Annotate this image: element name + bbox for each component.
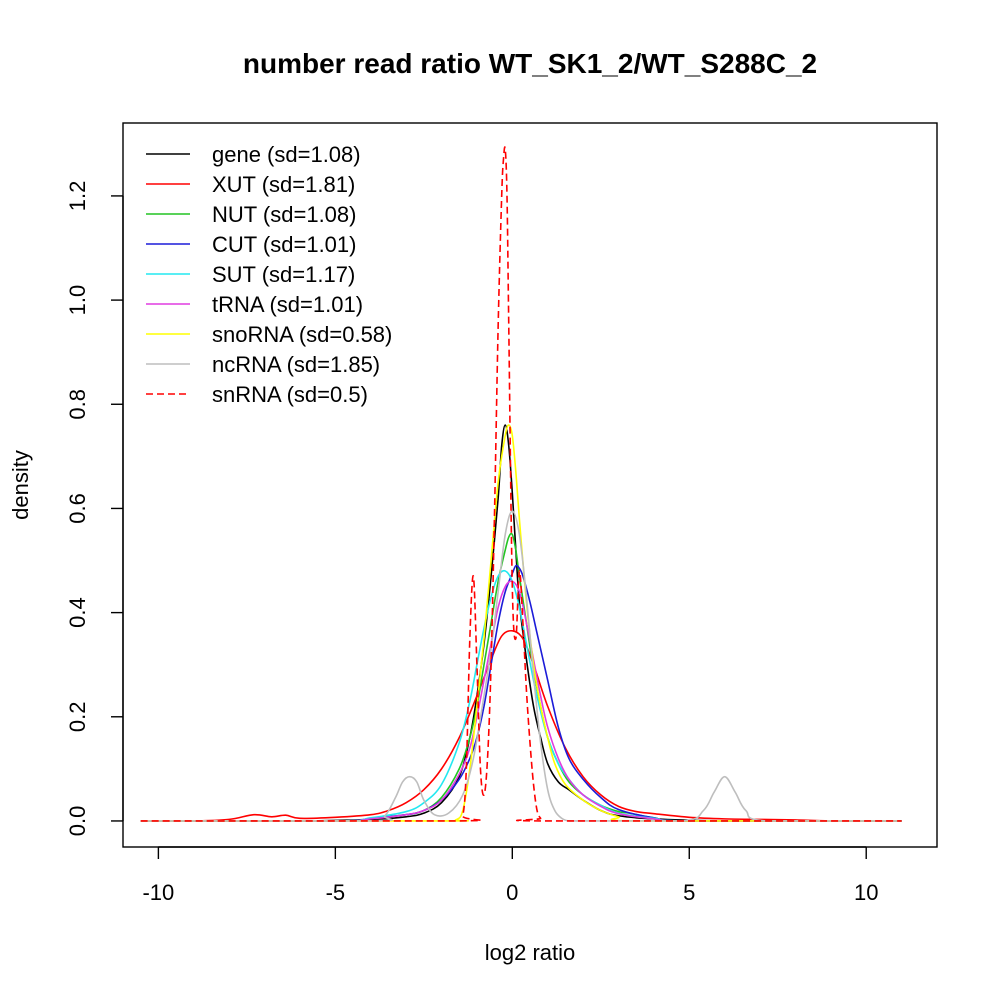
series-line-4	[140, 569, 902, 822]
legend-label: CUT (sd=1.01)	[212, 232, 356, 257]
legend-label: XUT (sd=1.81)	[212, 172, 355, 197]
chart-title: number read ratio WT_SK1_2/WT_S288C_2	[243, 48, 817, 79]
x-axis: -10 -5 0 5 10	[142, 846, 878, 905]
y-tick-label: 0.6	[65, 493, 90, 524]
series-line-1	[140, 629, 902, 822]
x-axis-label: log2 ratio	[485, 940, 576, 965]
series-line-0	[140, 424, 902, 822]
legend-label: snRNA (sd=0.5)	[212, 382, 368, 407]
series-layer	[140, 146, 902, 822]
x-tick-label: 10	[854, 880, 878, 905]
legend-label: tRNA (sd=1.01)	[212, 292, 363, 317]
x-tick-label: 0	[506, 880, 518, 905]
legend: gene (sd=1.08) XUT (sd=1.81) NUT (sd=1.08)…	[146, 142, 392, 407]
x-tick-label: 5	[683, 880, 695, 905]
legend-label: SUT (sd=1.17)	[212, 262, 355, 287]
y-tick-label: 1.2	[65, 181, 90, 212]
y-axis: 0.0 0.2 0.4 0.6 0.8 1.0 1.2	[65, 181, 124, 837]
x-tick-label: -5	[326, 880, 346, 905]
legend-label: ncRNA (sd=1.85)	[212, 352, 380, 377]
series-line-7	[140, 510, 902, 822]
y-tick-label: 0.2	[65, 701, 90, 732]
legend-label: snoRNA (sd=0.58)	[212, 322, 392, 347]
y-tick-label: 0.0	[65, 806, 90, 837]
y-tick-label: 1.0	[65, 285, 90, 316]
y-axis-label: density	[8, 450, 33, 520]
legend-label: NUT (sd=1.08)	[212, 202, 356, 227]
legend-label: gene (sd=1.08)	[212, 142, 361, 167]
x-tick-label: -10	[142, 880, 174, 905]
series-line-8	[140, 146, 902, 822]
y-tick-label: 0.8	[65, 389, 90, 420]
series-line-6	[140, 424, 902, 822]
y-tick-label: 0.4	[65, 597, 90, 628]
